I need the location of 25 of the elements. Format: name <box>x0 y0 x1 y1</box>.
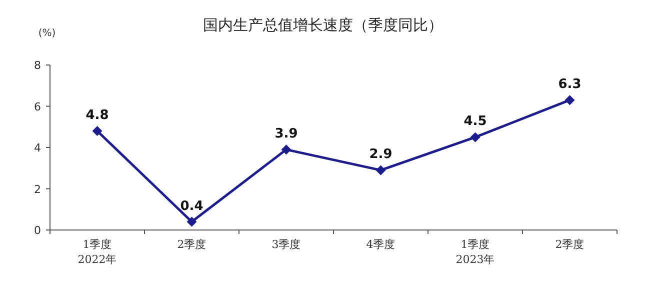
data-label: 2.9 <box>369 147 392 162</box>
y-tick-label: 2 <box>34 182 41 196</box>
chart-title: 国内生产总值增长速度（季度同比） <box>203 16 443 34</box>
x-tick-label: 2季度 <box>555 238 584 251</box>
point <box>281 144 292 155</box>
data-label: 4.8 <box>86 108 109 123</box>
data-label: 4.5 <box>464 114 487 130</box>
point <box>564 95 575 106</box>
x-tick-label: 3季度 <box>272 238 301 251</box>
x-tick-label: 2季度 <box>177 238 206 251</box>
x-tick-label: 4季度 <box>366 238 396 251</box>
y-axis-title: (%) <box>38 28 56 39</box>
y-tick-label: 8 <box>34 59 41 72</box>
y-tick-label: 0 <box>34 224 41 237</box>
point <box>470 132 480 142</box>
point <box>186 216 197 227</box>
x-tick-label: 1季度 2023年 <box>456 238 495 266</box>
point <box>92 126 102 136</box>
point <box>376 165 386 176</box>
data-label: 6.3 <box>558 77 582 92</box>
y-tick-label: 4 <box>34 142 41 154</box>
data-label: 3.9 <box>274 126 298 142</box>
x-tick-label: 1季度 2022年 <box>78 238 117 266</box>
y-tick-label: 6 <box>34 100 41 114</box>
data-label: 0.4 <box>180 198 204 214</box>
